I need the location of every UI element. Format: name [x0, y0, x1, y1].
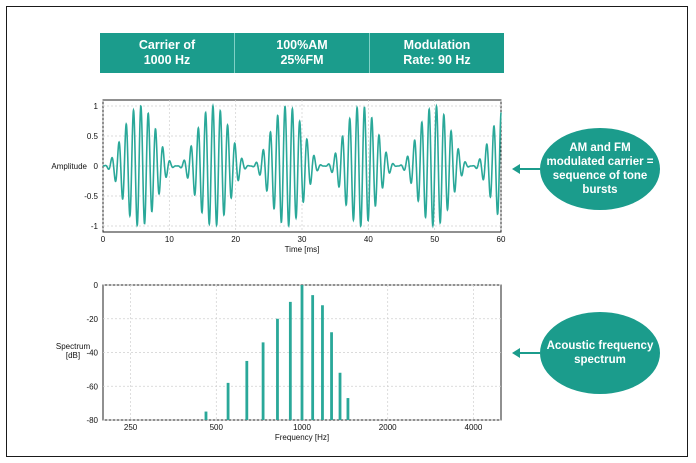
spectrum-bar: [321, 305, 324, 420]
spectrum-bar: [300, 285, 304, 420]
waveform-x-tick-label: 20: [231, 235, 240, 244]
waveform-y-axis-label: Amplitude: [51, 162, 87, 171]
spectrum-x-tick-label: 500: [210, 423, 224, 432]
waveform-x-tick-label: 0: [101, 235, 106, 244]
waveform-y-tick-label: -0.5: [84, 192, 98, 201]
arrow-left-icon: [512, 164, 540, 174]
waveform-x-tick-label: 40: [364, 235, 373, 244]
waveform-x-axis-label: Time [ms]: [285, 245, 320, 254]
spectrum-bar: [330, 332, 333, 420]
spectrum-bar: [204, 411, 208, 420]
spectrum-bar: [338, 372, 342, 420]
spectrum-bar: [276, 318, 279, 420]
callout-spectrum: Acoustic frequency spectrum: [540, 312, 660, 394]
spectrum-bar: [346, 398, 350, 420]
callout-waveform: AM and FM modulated carrier = sequence o…: [540, 128, 660, 210]
spectrum-x-tick-label: 2000: [379, 423, 397, 432]
waveform-x-tick-label: 30: [298, 235, 307, 244]
spectrum-bar: [226, 382, 230, 420]
waveform-x-tick-label: 50: [430, 235, 439, 244]
waveform-x-tick-label: 60: [497, 235, 506, 244]
spectrum-bar: [261, 342, 265, 420]
banner-carrier: Carrier of 1000 Hz: [100, 33, 235, 73]
spectrum-bar: [245, 360, 249, 420]
waveform-y-tick-label: -1: [91, 222, 99, 231]
banner-modulation-rate: Modulation Rate: 90 Hz: [403, 38, 471, 67]
arrow-left-icon: [512, 348, 540, 358]
spectrum-y-tick-label: -60: [86, 382, 98, 391]
spectrum-y-tick-label: 0: [94, 281, 99, 290]
spectrum-y-axis-label: Spectrum: [56, 342, 91, 351]
waveform-y-tick-label: 0: [94, 162, 99, 171]
spectrum-x-tick-label: 250: [124, 423, 138, 432]
waveform-y-tick-label: 0.5: [87, 132, 99, 141]
spectrum-x-tick-label: 4000: [465, 423, 483, 432]
spectrum-y-tick-label: -80: [86, 416, 98, 425]
spectrum-y-axis-unit: [dB]: [66, 351, 80, 360]
waveform-x-tick-label: 10: [165, 235, 174, 244]
banner-modulation-depth: 100%AM 25%FM: [235, 33, 370, 73]
waveform-series-line: [103, 103, 502, 229]
spectrum-bar: [311, 295, 315, 420]
spectrum-y-tick-label: -40: [86, 349, 98, 358]
spectrum-bar: [288, 301, 292, 420]
spectrum-x-tick-label: 1000: [293, 423, 311, 432]
parameter-banner: Carrier of 1000 Hz 100%AM 25%FM Modulati…: [100, 33, 504, 73]
spectrum-y-tick-label: -20: [86, 315, 98, 324]
spectrum-x-axis-label: Frequency [Hz]: [275, 433, 329, 442]
waveform-y-tick-label: 1: [94, 102, 99, 111]
